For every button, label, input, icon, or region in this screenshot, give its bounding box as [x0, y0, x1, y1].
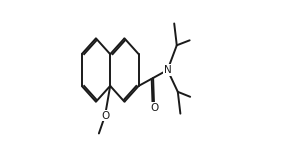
Text: O: O [150, 103, 158, 113]
Text: O: O [101, 111, 109, 121]
Text: N: N [164, 65, 171, 75]
